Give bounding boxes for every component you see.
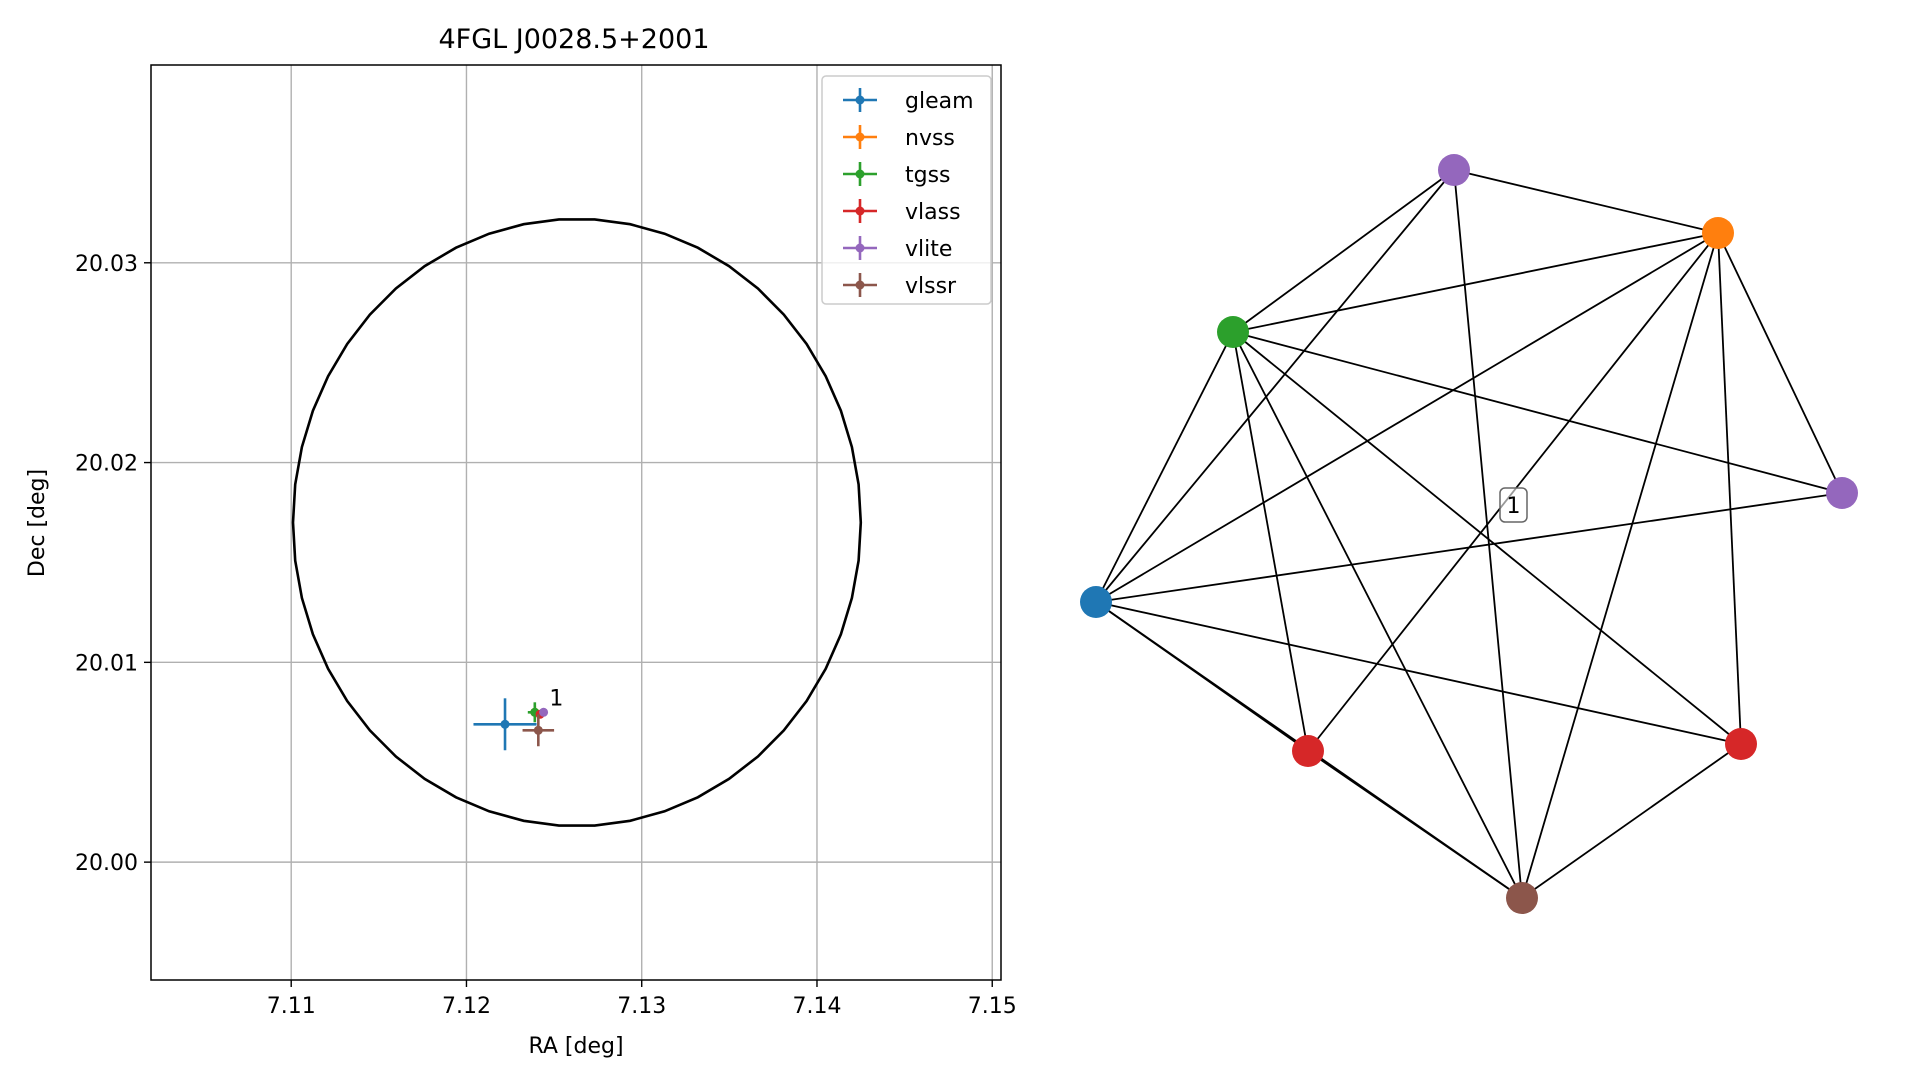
group-label-box xyxy=(1499,487,1528,523)
network-node xyxy=(1080,586,1112,618)
y-tick-label: 20.00 xyxy=(75,851,138,876)
x-tick-label: 7.13 xyxy=(617,994,666,1019)
legend-label: nvss xyxy=(905,126,955,151)
legend-item-tgss: tgss xyxy=(843,162,951,188)
legend-swatch-marker xyxy=(855,169,865,179)
legend-swatch-marker xyxy=(855,95,865,105)
network-node xyxy=(1725,728,1757,760)
network-edge xyxy=(1232,331,1523,899)
legend-swatch-marker xyxy=(855,132,865,142)
network-edge xyxy=(1232,331,1742,745)
legend-swatch-marker xyxy=(855,280,865,290)
network-group-label-layer: 1 xyxy=(1499,487,1528,523)
y-axis-label: Dec [deg] xyxy=(25,469,50,577)
network-panel: 1 xyxy=(1080,154,1858,914)
point-vlite xyxy=(539,707,549,717)
legend-item-vlssr: vlssr xyxy=(843,273,957,299)
group-label-text: 1 xyxy=(1507,494,1521,519)
network-edge xyxy=(1095,601,1742,745)
x-tick-label: 7.15 xyxy=(968,994,1017,1019)
network-edges xyxy=(1095,169,1843,899)
legend-label: vlssr xyxy=(905,274,957,299)
network-edge xyxy=(1095,331,1234,603)
x-axis-label: RA [deg] xyxy=(528,1034,623,1059)
legend: gleam nvss tgss vlass vlite vlssr xyxy=(821,75,992,305)
point-gleam xyxy=(473,698,537,751)
chart-title: 4FGL J0028.5+2001 xyxy=(438,24,709,55)
network-node xyxy=(1702,217,1734,249)
network-edge xyxy=(1717,232,1843,494)
y-axis-ticks: 20.00 20.01 20.02 20.03 xyxy=(75,252,151,876)
network-node xyxy=(1506,882,1538,914)
point-marker xyxy=(500,719,510,729)
x-tick-label: 7.11 xyxy=(267,994,316,1019)
legend-item-vlite: vlite xyxy=(843,236,952,262)
legend-item-nvss: nvss xyxy=(843,125,955,151)
y-tick-label: 20.01 xyxy=(75,651,138,676)
error-ellipse-layer xyxy=(291,218,863,827)
data-points-layer: 1 xyxy=(473,686,563,751)
network-edge xyxy=(1232,169,1455,333)
point-marker xyxy=(539,707,549,717)
y-tick-label: 20.03 xyxy=(75,252,138,277)
network-edge xyxy=(1307,750,1523,899)
network-edge xyxy=(1521,743,1742,899)
legend-label: gleam xyxy=(905,89,974,114)
network-edge xyxy=(1232,331,1843,494)
network-node xyxy=(1826,477,1858,509)
legend-item-gleam: gleam xyxy=(843,88,974,114)
network-edge xyxy=(1453,169,1719,234)
x-tick-label: 7.14 xyxy=(792,994,841,1019)
legend-label: vlite xyxy=(905,237,952,262)
scatter-panel: 4FGL J0028.5+2001 1 7.11 7.12 7.13 7.14 7.15… xyxy=(25,24,1017,1059)
network-edge xyxy=(1453,169,1523,899)
network-node xyxy=(1217,316,1249,348)
grid xyxy=(151,65,1001,980)
x-axis-ticks: 7.11 7.12 7.13 7.14 7.15 xyxy=(267,980,1017,1019)
legend-item-vlass: vlass xyxy=(843,199,961,225)
legend-swatch-marker xyxy=(855,206,865,216)
error-ellipse xyxy=(291,218,863,827)
network-edge xyxy=(1717,232,1742,745)
network-node xyxy=(1438,154,1470,186)
point-vlssr xyxy=(522,714,555,747)
x-tick-label: 7.12 xyxy=(442,994,491,1019)
network-edge xyxy=(1095,169,1455,603)
plot-frame xyxy=(150,64,1002,981)
point-marker xyxy=(533,725,543,735)
legend-swatch-marker xyxy=(855,243,865,253)
legend-label: tgss xyxy=(905,163,951,188)
network-edge xyxy=(1232,232,1719,333)
y-tick-label: 20.02 xyxy=(75,452,138,477)
network-node xyxy=(1292,735,1324,767)
legend-label: vlass xyxy=(905,200,961,225)
annotation-label: 1 xyxy=(549,686,563,711)
network-edge xyxy=(1232,331,1309,752)
network-edge xyxy=(1521,232,1719,899)
network-edge xyxy=(1095,232,1719,603)
network-nodes xyxy=(1080,154,1858,914)
